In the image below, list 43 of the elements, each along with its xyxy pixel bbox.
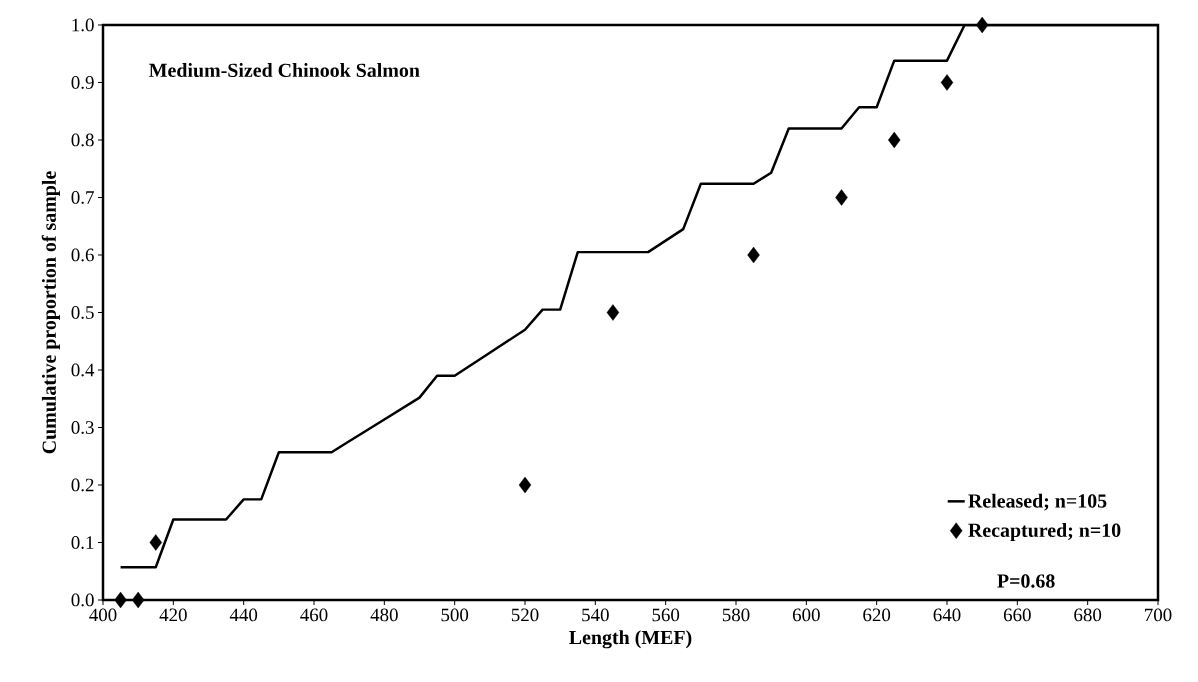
- point: [888, 131, 901, 149]
- x-axis-title: Length (MEF): [569, 630, 692, 649]
- text: Medium-Sized Chinook Salmon: [149, 63, 420, 78]
- point: [940, 74, 954, 91]
- y-axis-title: Cumulative proportion of sample: [41, 171, 60, 454]
- y-tick-label: 0.6: [71, 248, 94, 262]
- annotation: P=0.68: [997, 574, 1055, 588]
- y-tick-label: 0.3: [71, 421, 94, 434]
- x-tick-label: 440: [229, 608, 258, 622]
- x-tick-label: 520: [511, 608, 539, 622]
- y-tick-label: 0.9: [71, 76, 94, 89]
- x-tick-label: 540: [582, 608, 609, 622]
- point: [835, 189, 848, 206]
- y-tick-label: 1.0: [72, 18, 94, 32]
- point: [114, 591, 127, 609]
- x-tick-label: 680: [1074, 608, 1102, 622]
- point: [518, 476, 532, 494]
- y-tick-label: 0.5: [71, 306, 94, 319]
- legend-label: Recaptured; n=10: [968, 522, 1121, 542]
- x-tick-label: 660: [1003, 608, 1031, 622]
- y-tick-label: 0.8: [71, 133, 94, 147]
- x-tick-label: 460: [300, 608, 328, 622]
- x-tick-label: 700: [1145, 608, 1172, 622]
- x-tick-label: 580: [722, 608, 750, 622]
- point: [747, 246, 760, 264]
- y-tick-label: 0.2: [71, 478, 94, 492]
- y-tick-label: 0.4: [71, 363, 95, 377]
- y-tick-label: 0.0: [71, 593, 94, 607]
- legend-label: Released; n=105: [968, 493, 1107, 511]
- x-tick-label: 560: [652, 608, 680, 622]
- point: [149, 534, 162, 551]
- x-tick-label: 600: [792, 608, 820, 622]
- y-tick-label: 0.7: [71, 191, 94, 204]
- point: [131, 591, 145, 609]
- point: [606, 304, 620, 321]
- x-tick-label: 420: [159, 608, 187, 622]
- x-tick-label: 500: [441, 608, 469, 622]
- x-tick-label: 400: [89, 608, 117, 622]
- x-tick-label: 620: [863, 608, 891, 622]
- x-tick-label: 640: [933, 608, 961, 622]
- point: [975, 16, 989, 34]
- x-tick-label: 480: [370, 608, 398, 622]
- y-tick-label: 0.1: [71, 536, 94, 549]
